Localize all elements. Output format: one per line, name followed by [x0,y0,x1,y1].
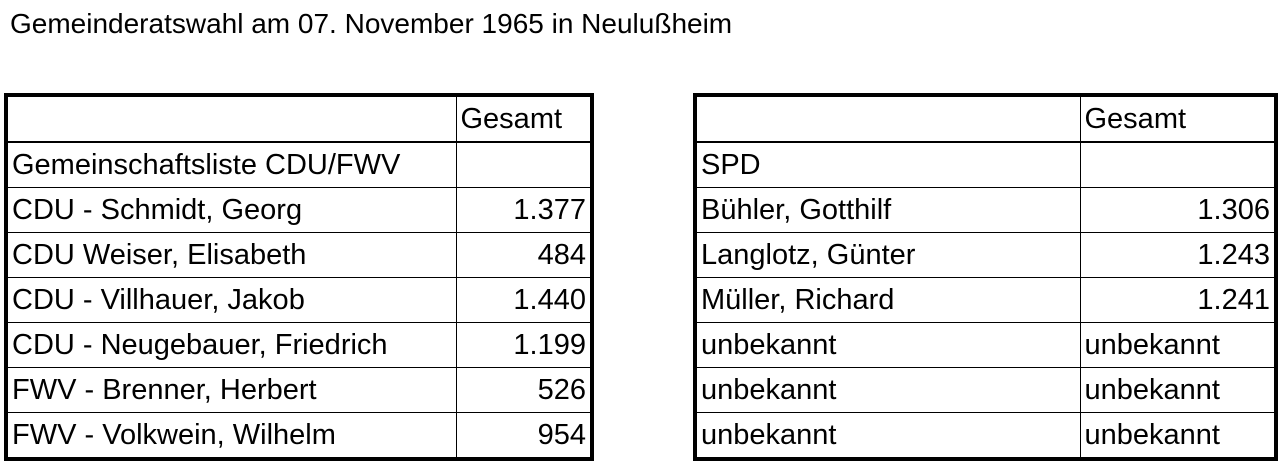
table-row: unbekannt unbekannt [694,367,1277,413]
candidate-name-cell: FWV - Volkwein, Wilhelm [5,412,457,460]
table-row: unbekannt unbekannt [694,322,1277,368]
candidate-total-cell: 1.377 [455,187,593,233]
candidate-name-cell: CDU Weiser, Elisabeth [5,232,457,278]
candidate-name-cell: Müller, Richard [694,277,1081,323]
candidate-name-cell: CDU - Villhauer, Jakob [5,277,457,323]
table-row: Bühler, Gotthilf 1.306 [694,187,1277,233]
list-name-row: SPD [694,141,1277,188]
candidate-name-cell: unbekannt [694,412,1081,460]
table-row: CDU - Villhauer, Jakob 1.440 [5,277,593,323]
candidate-name-cell: Langlotz, Günter [694,232,1081,278]
candidate-total-cell: 1.243 [1079,232,1277,278]
candidate-total-cell: 526 [455,367,593,413]
candidate-name-cell: unbekannt [694,367,1081,413]
header-total-cell: Gesamt [455,94,593,143]
candidate-total-cell: 1.241 [1079,277,1277,323]
table-row: CDU Weiser, Elisabeth 484 [5,232,593,278]
table-row: Müller, Richard 1.241 [694,277,1277,323]
results-table-spd: Gesamt SPD Bühler, Gotthilf 1.306 Langlo… [693,93,1278,461]
candidate-name-cell: CDU - Schmidt, Georg [5,187,457,233]
empty-cell [455,141,593,188]
table-row: FWV - Volkwein, Wilhelm 954 [5,412,593,460]
table-header-row: Gesamt [5,94,593,143]
header-name-cell [694,94,1081,143]
candidate-name-cell: unbekannt [694,322,1081,368]
candidate-total-cell: unbekannt [1079,367,1277,413]
list-name-cell: SPD [694,141,1081,188]
results-table-cdu-fwv: Gesamt Gemeinschaftsliste CDU/FWV CDU - … [4,93,594,461]
candidate-total-cell: 484 [455,232,593,278]
page-title: Gemeinderatswahl am 07. November 1965 in… [10,8,733,39]
candidate-name-cell: Bühler, Gotthilf [694,187,1081,233]
candidate-total-cell: 1.199 [455,322,593,368]
list-name-row: Gemeinschaftsliste CDU/FWV [5,141,593,188]
empty-cell [1079,141,1277,188]
candidate-name-cell: CDU - Neugebauer, Friedrich [5,322,457,368]
header-total-cell: Gesamt [1079,94,1277,143]
header-name-cell [5,94,457,143]
table-row: Langlotz, Günter 1.243 [694,232,1277,278]
table-row: unbekannt unbekannt [694,412,1277,460]
table-row: CDU - Neugebauer, Friedrich 1.199 [5,322,593,368]
candidate-total-cell: 1.440 [455,277,593,323]
table-row: FWV - Brenner, Herbert 526 [5,367,593,413]
table-header-row: Gesamt [694,94,1277,143]
candidate-total-cell: 954 [455,412,593,460]
candidate-total-cell: unbekannt [1079,412,1277,460]
candidate-total-cell: unbekannt [1079,322,1277,368]
candidate-name-cell: FWV - Brenner, Herbert [5,367,457,413]
list-name-cell: Gemeinschaftsliste CDU/FWV [5,141,457,188]
candidate-total-cell: 1.306 [1079,187,1277,233]
table-row: CDU - Schmidt, Georg 1.377 [5,187,593,233]
